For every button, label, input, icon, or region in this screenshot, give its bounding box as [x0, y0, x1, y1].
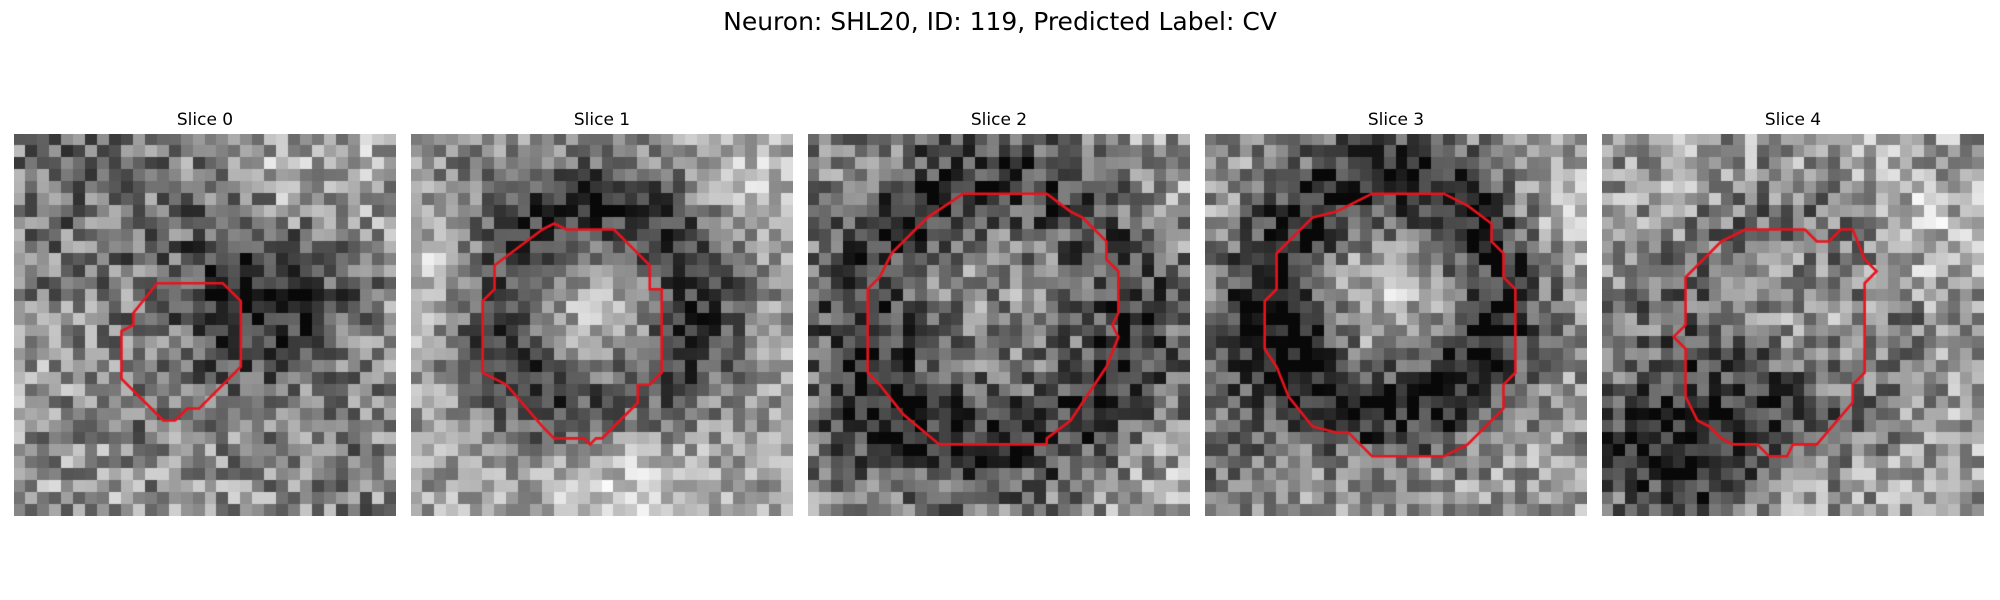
- slice-panel-4: Slice 4: [1602, 108, 1984, 522]
- slice-image-1: [411, 134, 793, 516]
- slice-panel-3: Slice 3: [1205, 108, 1587, 522]
- slice-title-3: Slice 3: [1367, 110, 1425, 130]
- slice-panel-1: Slice 1: [411, 108, 793, 522]
- slice-title-1: Slice 1: [573, 110, 631, 130]
- slice-image-3: [1205, 134, 1587, 516]
- slice-image-0: [14, 134, 396, 516]
- slice-panel-2: Slice 2: [808, 108, 1190, 522]
- slice-title-2: Slice 2: [970, 110, 1028, 130]
- slice-panel-0: Slice 0: [14, 108, 396, 522]
- figure-title: Neuron: SHL20, ID: 119, Predicted Label:…: [723, 7, 1277, 36]
- slice-title-0: Slice 0: [176, 110, 234, 130]
- slice-title-4: Slice 4: [1764, 110, 1822, 130]
- slice-image-4: [1602, 134, 1984, 516]
- slice-image-2: [808, 134, 1190, 516]
